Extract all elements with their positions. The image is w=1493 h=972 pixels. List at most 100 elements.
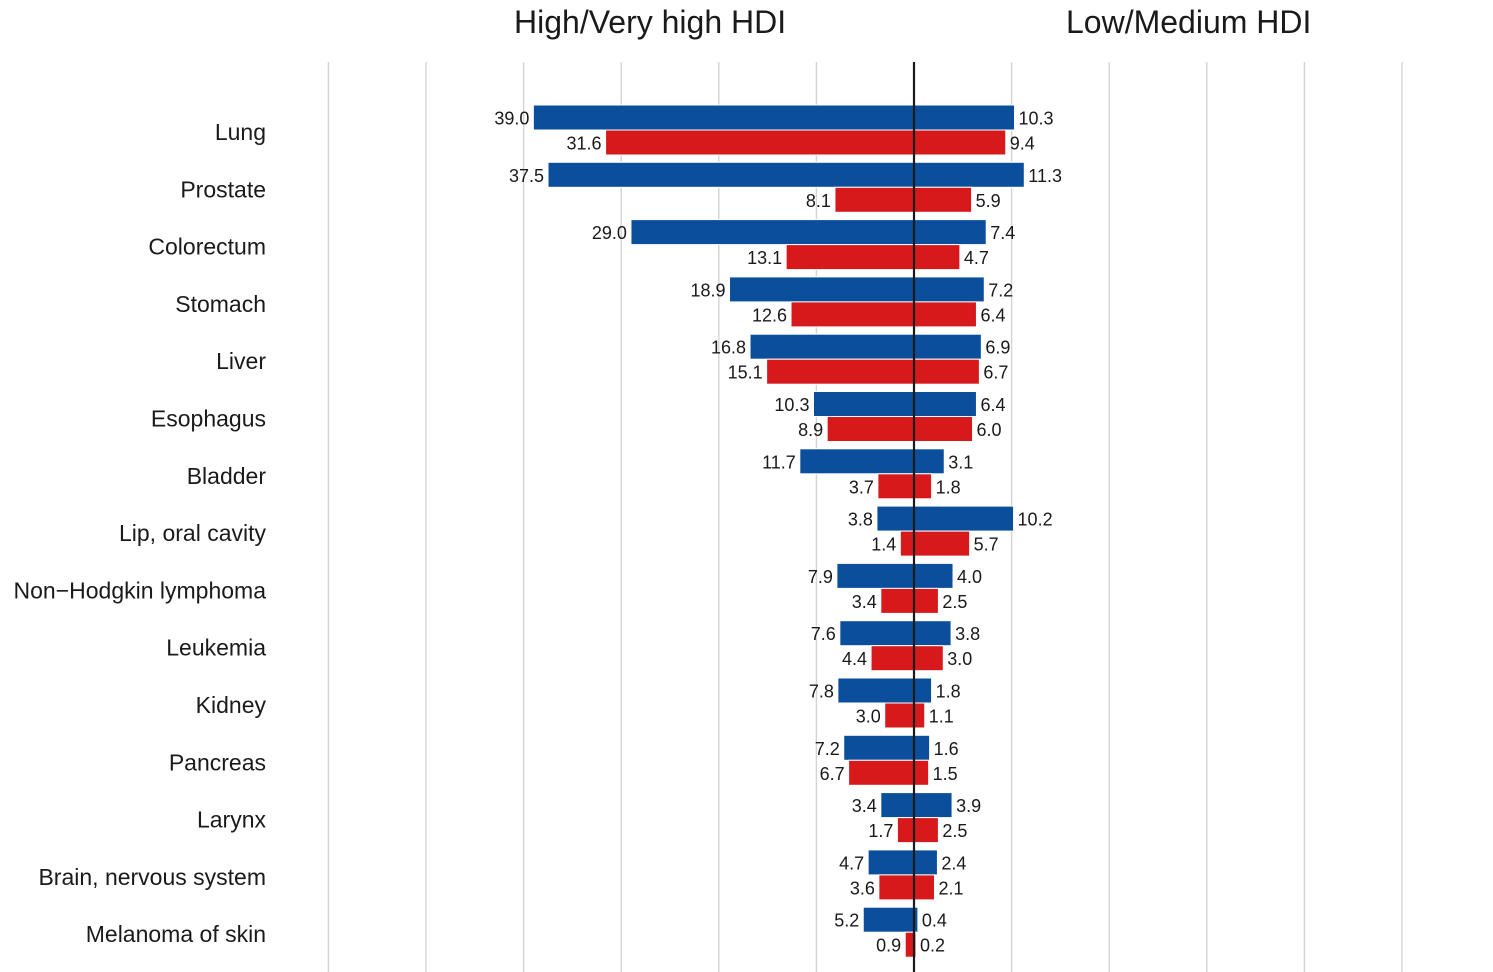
data-label-low-hdi-red: 1.5 <box>933 764 958 784</box>
category-label: Prostate <box>180 176 266 202</box>
bar-low-hdi-blue <box>914 392 976 417</box>
data-label-low-hdi-red: 6.4 <box>980 305 1005 325</box>
data-label-high-hdi-blue: 10.3 <box>774 395 809 415</box>
data-label-high-hdi-blue: 7.8 <box>809 682 834 702</box>
bar-high-hdi-red <box>786 245 914 270</box>
bar-low-hdi-blue <box>914 793 952 818</box>
data-label-high-hdi-red: 12.6 <box>752 305 787 325</box>
bar-low-hdi-blue <box>914 850 937 875</box>
data-label-low-hdi-blue: 2.4 <box>941 853 966 873</box>
category-label: Liver <box>216 348 266 374</box>
data-label-low-hdi-blue: 3.9 <box>956 796 981 816</box>
bar-low-hdi-red <box>914 474 932 499</box>
data-label-high-hdi-blue: 3.8 <box>848 510 873 530</box>
data-label-high-hdi-red: 13.1 <box>747 248 782 268</box>
data-label-low-hdi-red: 2.5 <box>942 821 967 841</box>
bar-high-hdi-red <box>897 818 914 843</box>
bar-high-hdi-blue <box>838 678 914 703</box>
category-label: Leukemia <box>166 635 266 661</box>
data-label-low-hdi-blue: 10.3 <box>1019 109 1054 129</box>
bar-low-hdi-blue <box>914 334 981 359</box>
data-label-high-hdi-red: 3.0 <box>856 707 881 727</box>
bar-low-hdi-blue <box>914 220 986 245</box>
bar-low-hdi-red <box>914 531 970 556</box>
bar-high-hdi-blue <box>881 793 914 818</box>
data-label-low-hdi-blue: 0.4 <box>922 911 947 931</box>
data-label-high-hdi-red: 31.6 <box>567 134 602 154</box>
data-label-high-hdi-blue: 7.2 <box>815 739 840 759</box>
bar-low-hdi-red <box>914 359 979 384</box>
category-label: Esophagus <box>151 406 266 432</box>
bar-low-hdi-blue <box>914 621 951 646</box>
bar-low-hdi-red <box>914 417 973 442</box>
bar-high-hdi-blue <box>533 105 914 130</box>
bar-high-hdi-blue <box>631 220 914 245</box>
bar-high-hdi-red <box>885 703 914 728</box>
category-label: Lip, oral cavity <box>119 520 267 546</box>
bar-high-hdi-red <box>791 302 914 327</box>
data-label-high-hdi-red: 8.1 <box>806 191 831 211</box>
data-label-low-hdi-red: 0.2 <box>920 936 945 956</box>
bar-low-hdi-blue <box>914 735 930 760</box>
data-label-low-hdi-red: 2.1 <box>938 878 963 898</box>
bar-high-hdi-red <box>881 588 914 613</box>
bar-low-hdi-red <box>914 703 925 728</box>
data-label-high-hdi-red: 1.4 <box>871 535 896 555</box>
category-label: Kidney <box>196 692 267 718</box>
data-label-high-hdi-red: 4.4 <box>842 649 867 669</box>
data-label-low-hdi-red: 4.7 <box>964 248 989 268</box>
bar-low-hdi-red <box>914 818 938 843</box>
bar-high-hdi-blue <box>750 334 914 359</box>
bar-high-hdi-blue <box>800 449 914 474</box>
data-label-high-hdi-red: 0.9 <box>876 936 901 956</box>
bar-low-hdi-blue <box>914 105 1015 130</box>
bar-high-hdi-red <box>767 359 914 384</box>
data-label-low-hdi-blue: 3.8 <box>955 624 980 644</box>
bar-high-hdi-blue <box>840 621 914 646</box>
bar-high-hdi-blue <box>844 735 914 760</box>
data-label-high-hdi-blue: 29.0 <box>592 223 627 243</box>
bar-high-hdi-blue <box>868 850 914 875</box>
bar-high-hdi-red <box>879 875 914 900</box>
data-label-high-hdi-blue: 39.0 <box>494 109 529 129</box>
bar-high-hdi-red <box>827 417 914 442</box>
data-label-low-hdi-red: 2.5 <box>942 592 967 612</box>
data-label-low-hdi-red: 1.1 <box>929 707 954 727</box>
data-label-low-hdi-blue: 3.1 <box>948 452 973 472</box>
data-label-high-hdi-red: 15.1 <box>728 363 763 383</box>
bar-low-hdi-red <box>914 588 938 613</box>
category-label: Pancreas <box>169 749 266 775</box>
category-label: Melanoma of skin <box>86 921 266 947</box>
bar-low-hdi-red <box>914 875 934 900</box>
data-label-high-hdi-blue: 18.9 <box>690 280 725 300</box>
bar-high-hdi-blue <box>730 277 914 302</box>
data-label-low-hdi-red: 6.0 <box>977 420 1002 440</box>
data-label-high-hdi-red: 3.4 <box>852 592 877 612</box>
data-label-low-hdi-blue: 7.2 <box>988 280 1013 300</box>
data-label-high-hdi-red: 8.9 <box>798 420 823 440</box>
data-label-low-hdi-blue: 11.3 <box>1028 166 1062 186</box>
data-label-high-hdi-blue: 5.2 <box>834 911 859 931</box>
bar-low-hdi-red <box>914 245 960 270</box>
category-label: Stomach <box>175 291 266 317</box>
category-label: Bladder <box>187 463 267 489</box>
bar-low-hdi-blue <box>914 162 1024 187</box>
data-label-low-hdi-blue: 4.0 <box>957 567 982 587</box>
data-label-high-hdi-blue: 3.4 <box>852 796 877 816</box>
category-label: Colorectum <box>148 234 266 260</box>
data-label-high-hdi-red: 1.7 <box>868 821 893 841</box>
bar-high-hdi-blue <box>548 162 914 187</box>
bar-low-hdi-blue <box>914 678 932 703</box>
data-label-high-hdi-blue: 7.6 <box>811 624 836 644</box>
bar-high-hdi-red <box>849 760 914 785</box>
data-label-high-hdi-red: 3.7 <box>849 477 874 497</box>
bar-high-hdi-blue <box>837 563 914 588</box>
bar-high-hdi-blue <box>813 392 914 417</box>
data-label-low-hdi-red: 9.4 <box>1010 134 1035 154</box>
data-label-low-hdi-blue: 1.8 <box>936 682 961 702</box>
bar-low-hdi-blue <box>914 449 944 474</box>
category-label: Lung <box>215 119 266 145</box>
data-label-high-hdi-blue: 16.8 <box>711 338 746 358</box>
data-label-high-hdi-blue: 37.5 <box>509 166 544 186</box>
category-label: Brain, nervous system <box>38 864 266 890</box>
